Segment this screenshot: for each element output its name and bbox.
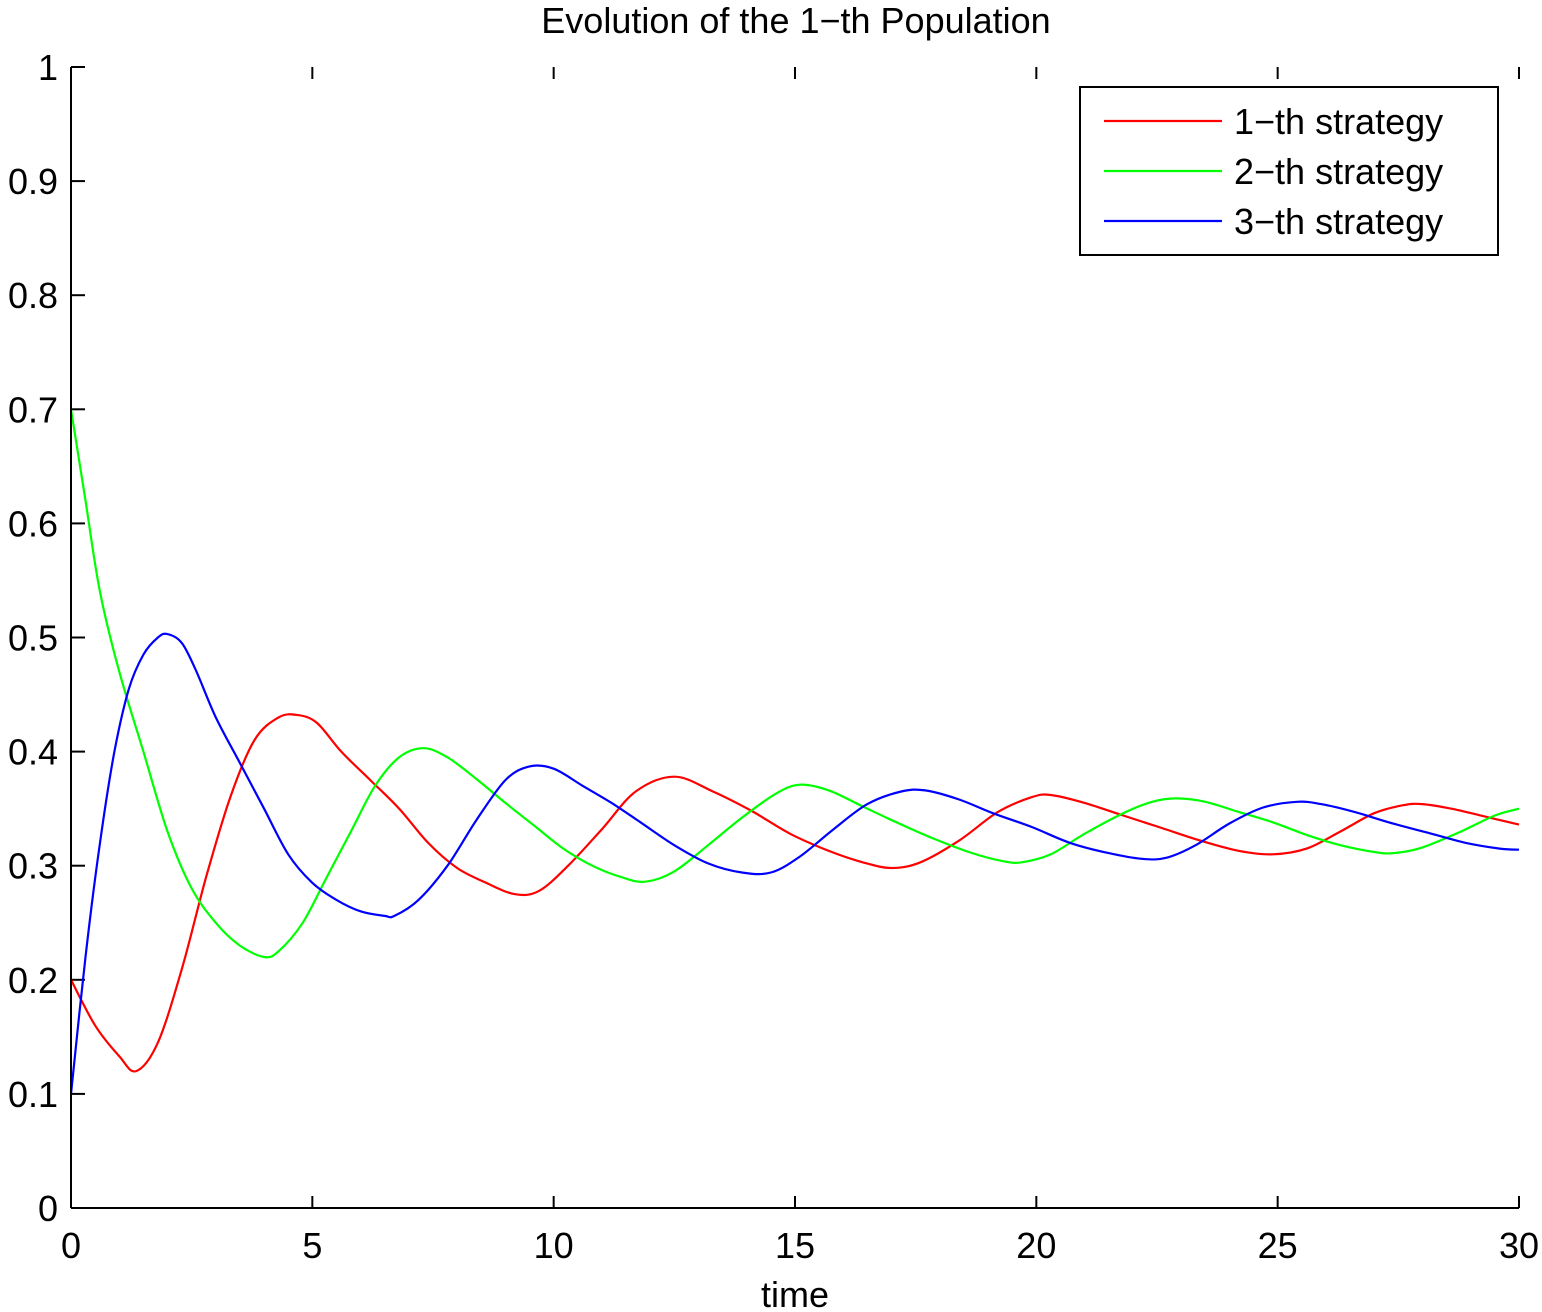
y-tick-label: 0.5 [8, 618, 58, 659]
y-tick-label: 0.9 [8, 161, 58, 202]
x-tick-label: 5 [302, 1225, 322, 1266]
legend: 1−th strategy 2−th strategy 3−th strategy [1079, 86, 1499, 256]
y-tick-label: 0.8 [8, 275, 58, 316]
y-tick-label: 0.2 [8, 960, 58, 1001]
series-lines [69, 409, 1520, 1095]
series-line-3 [69, 632, 1520, 1095]
y-tick-label: 0.3 [8, 846, 58, 887]
y-tick-label: 0.1 [8, 1074, 58, 1115]
x-tick-label: 10 [534, 1225, 574, 1266]
y-tick-label: 0 [38, 1188, 58, 1229]
chart-title: Evolution of the 1−th Population [541, 0, 1050, 41]
x-axis-label: time [761, 1274, 829, 1312]
x-tick-label: 0 [61, 1225, 81, 1266]
y-tick-label: 0.4 [8, 732, 58, 773]
axis-ticks: 0 5 10 15 20 25 30 0 0.1 0.2 0.3 0.4 0.5 0.6 0.7 0.8 0.9… [8, 47, 1539, 1266]
plot-area [71, 67, 1519, 1208]
x-tick-label: 20 [1016, 1225, 1056, 1266]
y-tick-label: 0.6 [8, 503, 58, 544]
legend-label-1: 1−th strategy [1234, 101, 1443, 142]
legend-label-2: 2−th strategy [1234, 151, 1443, 192]
x-tick-label: 30 [1499, 1225, 1539, 1266]
legend-label-3: 3−th strategy [1234, 201, 1443, 242]
series-line-2 [69, 409, 1520, 959]
series-line-1 [70, 713, 1520, 1073]
x-tick-label: 15 [775, 1225, 815, 1266]
y-tick-label: 0.7 [8, 389, 58, 430]
x-tick-label: 25 [1258, 1225, 1298, 1266]
y-tick-label: 1 [38, 47, 58, 88]
